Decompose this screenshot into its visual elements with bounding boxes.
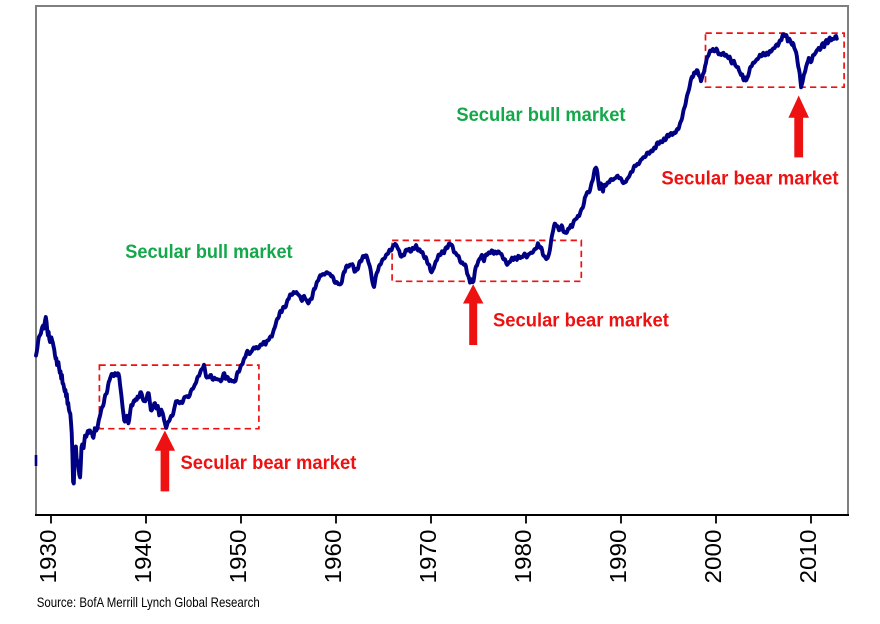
svg-text:1930: 1930 <box>35 530 61 584</box>
svg-text:Secular bear market: Secular bear market <box>493 311 670 332</box>
svg-text:1940: 1940 <box>130 530 156 584</box>
svg-text:1980: 1980 <box>510 530 536 584</box>
svg-text:Secular bear market: Secular bear market <box>661 168 839 189</box>
svg-text:1990: 1990 <box>605 530 631 584</box>
svg-text:Secular bull market: Secular bull market <box>456 105 626 126</box>
svg-text:Source: BofA Merrill Lynch Glo: Source: BofA Merrill Lynch Global Resear… <box>37 594 260 610</box>
svg-text:1950: 1950 <box>225 530 251 584</box>
svg-text:Secular bear market: Secular bear market <box>181 453 358 474</box>
svg-text:1970: 1970 <box>415 530 441 584</box>
svg-text:1960: 1960 <box>320 530 346 584</box>
svg-text:2010: 2010 <box>795 530 821 584</box>
svg-text:2000: 2000 <box>700 530 726 584</box>
svg-text:Secular bull market: Secular bull market <box>125 242 293 263</box>
